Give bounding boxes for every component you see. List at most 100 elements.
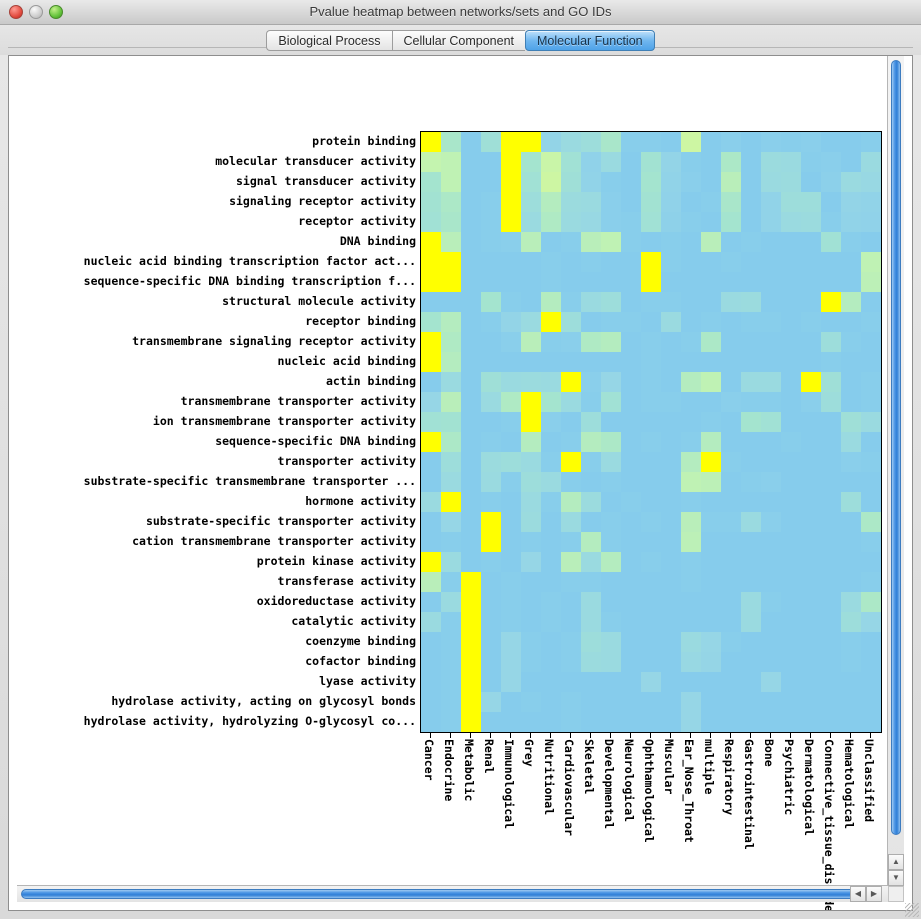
- heatmap-cell[interactable]: [841, 212, 861, 232]
- heatmap-cell[interactable]: [781, 512, 801, 532]
- heatmap-cell[interactable]: [761, 612, 781, 632]
- heatmap-cell[interactable]: [521, 612, 541, 632]
- heatmap-cell[interactable]: [541, 612, 561, 632]
- heatmap-cell[interactable]: [861, 292, 881, 312]
- heatmap-cell[interactable]: [561, 492, 581, 512]
- heatmap-cell[interactable]: [461, 652, 481, 672]
- heatmap-cell[interactable]: [581, 512, 601, 532]
- heatmap-cell[interactable]: [701, 612, 721, 632]
- heatmap-cell[interactable]: [421, 572, 441, 592]
- heatmap-cell[interactable]: [721, 232, 741, 252]
- heatmap-cell[interactable]: [801, 152, 821, 172]
- heatmap-cell[interactable]: [541, 592, 561, 612]
- heatmap-cell[interactable]: [861, 592, 881, 612]
- heatmap-cell[interactable]: [421, 412, 441, 432]
- heatmap-cell[interactable]: [781, 452, 801, 472]
- heatmap-cell[interactable]: [781, 152, 801, 172]
- heatmap-cell[interactable]: [761, 172, 781, 192]
- horizontal-scrollbar[interactable]: [17, 885, 888, 902]
- heatmap-cell[interactable]: [701, 392, 721, 412]
- heatmap-cell[interactable]: [601, 692, 621, 712]
- heatmap-cell[interactable]: [721, 152, 741, 172]
- heatmap-cell[interactable]: [501, 352, 521, 372]
- heatmap-cell[interactable]: [641, 252, 661, 272]
- heatmap-cell[interactable]: [541, 632, 561, 652]
- heatmap-cell[interactable]: [801, 712, 821, 732]
- heatmap-cell[interactable]: [461, 472, 481, 492]
- heatmap-cell[interactable]: [861, 532, 881, 552]
- heatmap-cell[interactable]: [521, 272, 541, 292]
- heatmap-cell[interactable]: [621, 492, 641, 512]
- heatmap-cell[interactable]: [801, 372, 821, 392]
- heatmap-cell[interactable]: [581, 472, 601, 492]
- heatmap-cell[interactable]: [441, 372, 461, 392]
- heatmap-cell[interactable]: [721, 472, 741, 492]
- heatmap-cell[interactable]: [661, 312, 681, 332]
- heatmap-cell[interactable]: [561, 632, 581, 652]
- heatmap-cell[interactable]: [701, 172, 721, 192]
- heatmap-cell[interactable]: [481, 152, 501, 172]
- heatmap-cell[interactable]: [641, 212, 661, 232]
- heatmap-cell[interactable]: [681, 432, 701, 452]
- heatmap-cell[interactable]: [681, 712, 701, 732]
- heatmap-cell[interactable]: [761, 712, 781, 732]
- heatmap-cell[interactable]: [441, 152, 461, 172]
- heatmap-cell[interactable]: [461, 392, 481, 412]
- heatmap-cell[interactable]: [681, 132, 701, 152]
- heatmap-cell[interactable]: [561, 172, 581, 192]
- heatmap-cell[interactable]: [861, 252, 881, 272]
- heatmap-cell[interactable]: [601, 392, 621, 412]
- heatmap-cell[interactable]: [621, 252, 641, 272]
- heatmap-cell[interactable]: [721, 492, 741, 512]
- heatmap-cell[interactable]: [481, 312, 501, 332]
- heatmap-cell[interactable]: [541, 572, 561, 592]
- heatmap-cell[interactable]: [741, 152, 761, 172]
- heatmap-cell[interactable]: [441, 292, 461, 312]
- heatmap-cell[interactable]: [501, 592, 521, 612]
- heatmap-cell[interactable]: [521, 352, 541, 372]
- heatmap-cell[interactable]: [721, 552, 741, 572]
- heatmap-cell[interactable]: [701, 132, 721, 152]
- heatmap-cell[interactable]: [621, 152, 641, 172]
- heatmap-cell[interactable]: [581, 292, 601, 312]
- heatmap-cell[interactable]: [501, 472, 521, 492]
- heatmap-cell[interactable]: [541, 532, 561, 552]
- heatmap-cell[interactable]: [461, 552, 481, 572]
- heatmap-cell[interactable]: [661, 432, 681, 452]
- scroll-left-button[interactable]: ◀: [850, 886, 866, 902]
- heatmap-cell[interactable]: [461, 432, 481, 452]
- heatmap-cell[interactable]: [841, 672, 861, 692]
- heatmap-cell[interactable]: [441, 432, 461, 452]
- heatmap-cell[interactable]: [441, 272, 461, 292]
- heatmap-cell[interactable]: [701, 472, 721, 492]
- heatmap-cell[interactable]: [641, 352, 661, 372]
- heatmap-cell[interactable]: [421, 432, 441, 452]
- heatmap-cell[interactable]: [581, 272, 601, 292]
- heatmap-cell[interactable]: [801, 392, 821, 412]
- heatmap-cell[interactable]: [861, 312, 881, 332]
- heatmap-cell[interactable]: [781, 692, 801, 712]
- heatmap-cell[interactable]: [441, 612, 461, 632]
- heatmap-cell[interactable]: [701, 152, 721, 172]
- heatmap-cell[interactable]: [821, 212, 841, 232]
- heatmap-cell[interactable]: [581, 312, 601, 332]
- heatmap-cell[interactable]: [501, 552, 521, 572]
- heatmap-cell[interactable]: [641, 152, 661, 172]
- heatmap-cell[interactable]: [461, 192, 481, 212]
- heatmap-cell[interactable]: [561, 352, 581, 372]
- heatmap-cell[interactable]: [601, 172, 621, 192]
- heatmap-cell[interactable]: [681, 652, 701, 672]
- heatmap-cell[interactable]: [461, 172, 481, 192]
- heatmap-cell[interactable]: [481, 252, 501, 272]
- heatmap-cell[interactable]: [601, 672, 621, 692]
- heatmap-cell[interactable]: [421, 632, 441, 652]
- heatmap-cell[interactable]: [721, 252, 741, 272]
- heatmap-cell[interactable]: [781, 192, 801, 212]
- heatmap-cell[interactable]: [621, 172, 641, 192]
- vertical-scrollbar-thumb[interactable]: [891, 60, 901, 835]
- heatmap-cell[interactable]: [701, 452, 721, 472]
- heatmap-cell[interactable]: [721, 672, 741, 692]
- heatmap-cell[interactable]: [501, 712, 521, 732]
- heatmap-cell[interactable]: [741, 572, 761, 592]
- heatmap-cell[interactable]: [561, 412, 581, 432]
